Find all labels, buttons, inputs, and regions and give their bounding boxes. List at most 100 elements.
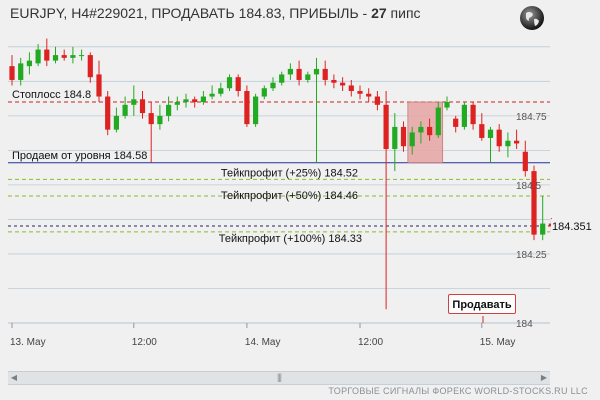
- candle: [9, 55, 15, 86]
- candle-body: [531, 171, 537, 235]
- candle-body: [113, 115, 119, 130]
- horizontal-scrollbar[interactable]: ◀ ||| ▶: [8, 371, 550, 385]
- candle-body: [374, 96, 380, 105]
- candle-body: [540, 223, 546, 235]
- candle-body: [357, 91, 363, 94]
- x-tick-label: 12:00: [132, 337, 157, 348]
- candle-body: [26, 60, 32, 67]
- candle-body: [270, 82, 276, 89]
- candle: [105, 91, 111, 136]
- candle-body: [174, 102, 180, 105]
- candle: [18, 57, 24, 86]
- candle: [218, 82, 224, 97]
- candle: [418, 121, 424, 144]
- arrow-right-icon[interactable]: ▶: [540, 373, 548, 382]
- candle: [331, 74, 337, 89]
- candle: [453, 115, 459, 133]
- candle: [44, 38, 50, 67]
- candle-body: [348, 85, 354, 91]
- globe-icon[interactable]: [519, 5, 545, 31]
- grip-icon[interactable]: |||: [276, 372, 282, 382]
- candle: [322, 60, 328, 86]
- candle-body: [496, 129, 502, 147]
- candle-body: [44, 49, 50, 61]
- candle: [496, 124, 502, 152]
- title-prefix: EURJPY, H4#229021, ПРОДАВАТЬ 184.83, ПРИ…: [10, 5, 372, 21]
- candle-body: [444, 102, 450, 108]
- candle: [52, 46, 59, 64]
- x-tick-label: 12:00: [358, 337, 383, 348]
- candle-body: [296, 68, 302, 80]
- candle-body: [235, 77, 241, 91]
- candle-body: [313, 68, 320, 75]
- arrow-left-icon[interactable]: ◀: [10, 373, 18, 382]
- candle: [340, 77, 346, 91]
- candle-body: [209, 93, 215, 97]
- candle-body: [122, 104, 128, 116]
- candle: [461, 102, 467, 130]
- candle-body: [522, 151, 528, 172]
- candle: [209, 85, 215, 100]
- candle-body: [218, 88, 224, 94]
- candle: [435, 102, 441, 138]
- candle-body: [9, 66, 15, 80]
- candle: [348, 79, 354, 97]
- candle: [531, 165, 537, 241]
- candle-body: [61, 55, 67, 58]
- candle-body: [340, 82, 346, 86]
- candle: [392, 113, 398, 172]
- candle: [540, 195, 546, 241]
- chart-title: EURJPY, H4#229021, ПРОДАВАТЬ 184.83, ПРИ…: [10, 5, 510, 25]
- current-price-box: [551, 219, 597, 234]
- candle-body: [435, 107, 441, 136]
- candle: [305, 71, 311, 83]
- candle: [383, 91, 389, 310]
- sell-button[interactable]: Продавать: [448, 294, 516, 314]
- title-suffix: пипс: [386, 5, 421, 21]
- candle: [287, 63, 293, 80]
- candle-body: [331, 79, 337, 83]
- candle-body: [200, 96, 206, 103]
- candle: [470, 102, 476, 130]
- candle: [26, 52, 32, 75]
- candle-body: [383, 104, 389, 149]
- candle-body: [409, 132, 415, 147]
- candle-body: [427, 126, 433, 136]
- candle: [400, 121, 407, 152]
- candle-body: [287, 68, 293, 75]
- y-tick-label: 184.25: [516, 250, 547, 261]
- candle-body: [105, 96, 111, 130]
- candle-body: [79, 55, 85, 57]
- candle: [235, 74, 241, 97]
- footer-watermark: ТОРГОВЫЕ СИГНАЛЫ ФОРЕКС WORLD-STOCKS.RU …: [328, 386, 588, 396]
- level-label-tp100: Тейкпрофит (+100%) 184.33: [219, 233, 362, 245]
- candle: [253, 93, 259, 127]
- candle: [174, 96, 180, 111]
- candle-body: [87, 55, 93, 78]
- candle: [70, 46, 76, 64]
- candle-body: [400, 126, 407, 147]
- candle-body: [487, 129, 494, 138]
- candle-body: [261, 88, 267, 97]
- candle: [487, 126, 494, 163]
- candle: [166, 96, 172, 122]
- candle-body: [418, 126, 424, 133]
- candle-body: [139, 99, 146, 114]
- candle-body: [322, 68, 328, 80]
- candle-body: [514, 140, 520, 144]
- candle: [479, 113, 485, 141]
- level-label-stop_loss: Стоплосс 184.8: [12, 89, 91, 101]
- candle: [270, 77, 276, 91]
- candle: [131, 85, 137, 116]
- x-tick-label: 14. May: [245, 337, 281, 348]
- candle: [192, 96, 198, 108]
- candle: [183, 93, 189, 108]
- candle: [35, 44, 41, 67]
- candle: [200, 91, 206, 105]
- candle: [96, 60, 102, 103]
- candle-body: [253, 96, 259, 125]
- candle: [522, 140, 528, 177]
- candle-body: [52, 55, 59, 61]
- candle-body: [183, 99, 189, 103]
